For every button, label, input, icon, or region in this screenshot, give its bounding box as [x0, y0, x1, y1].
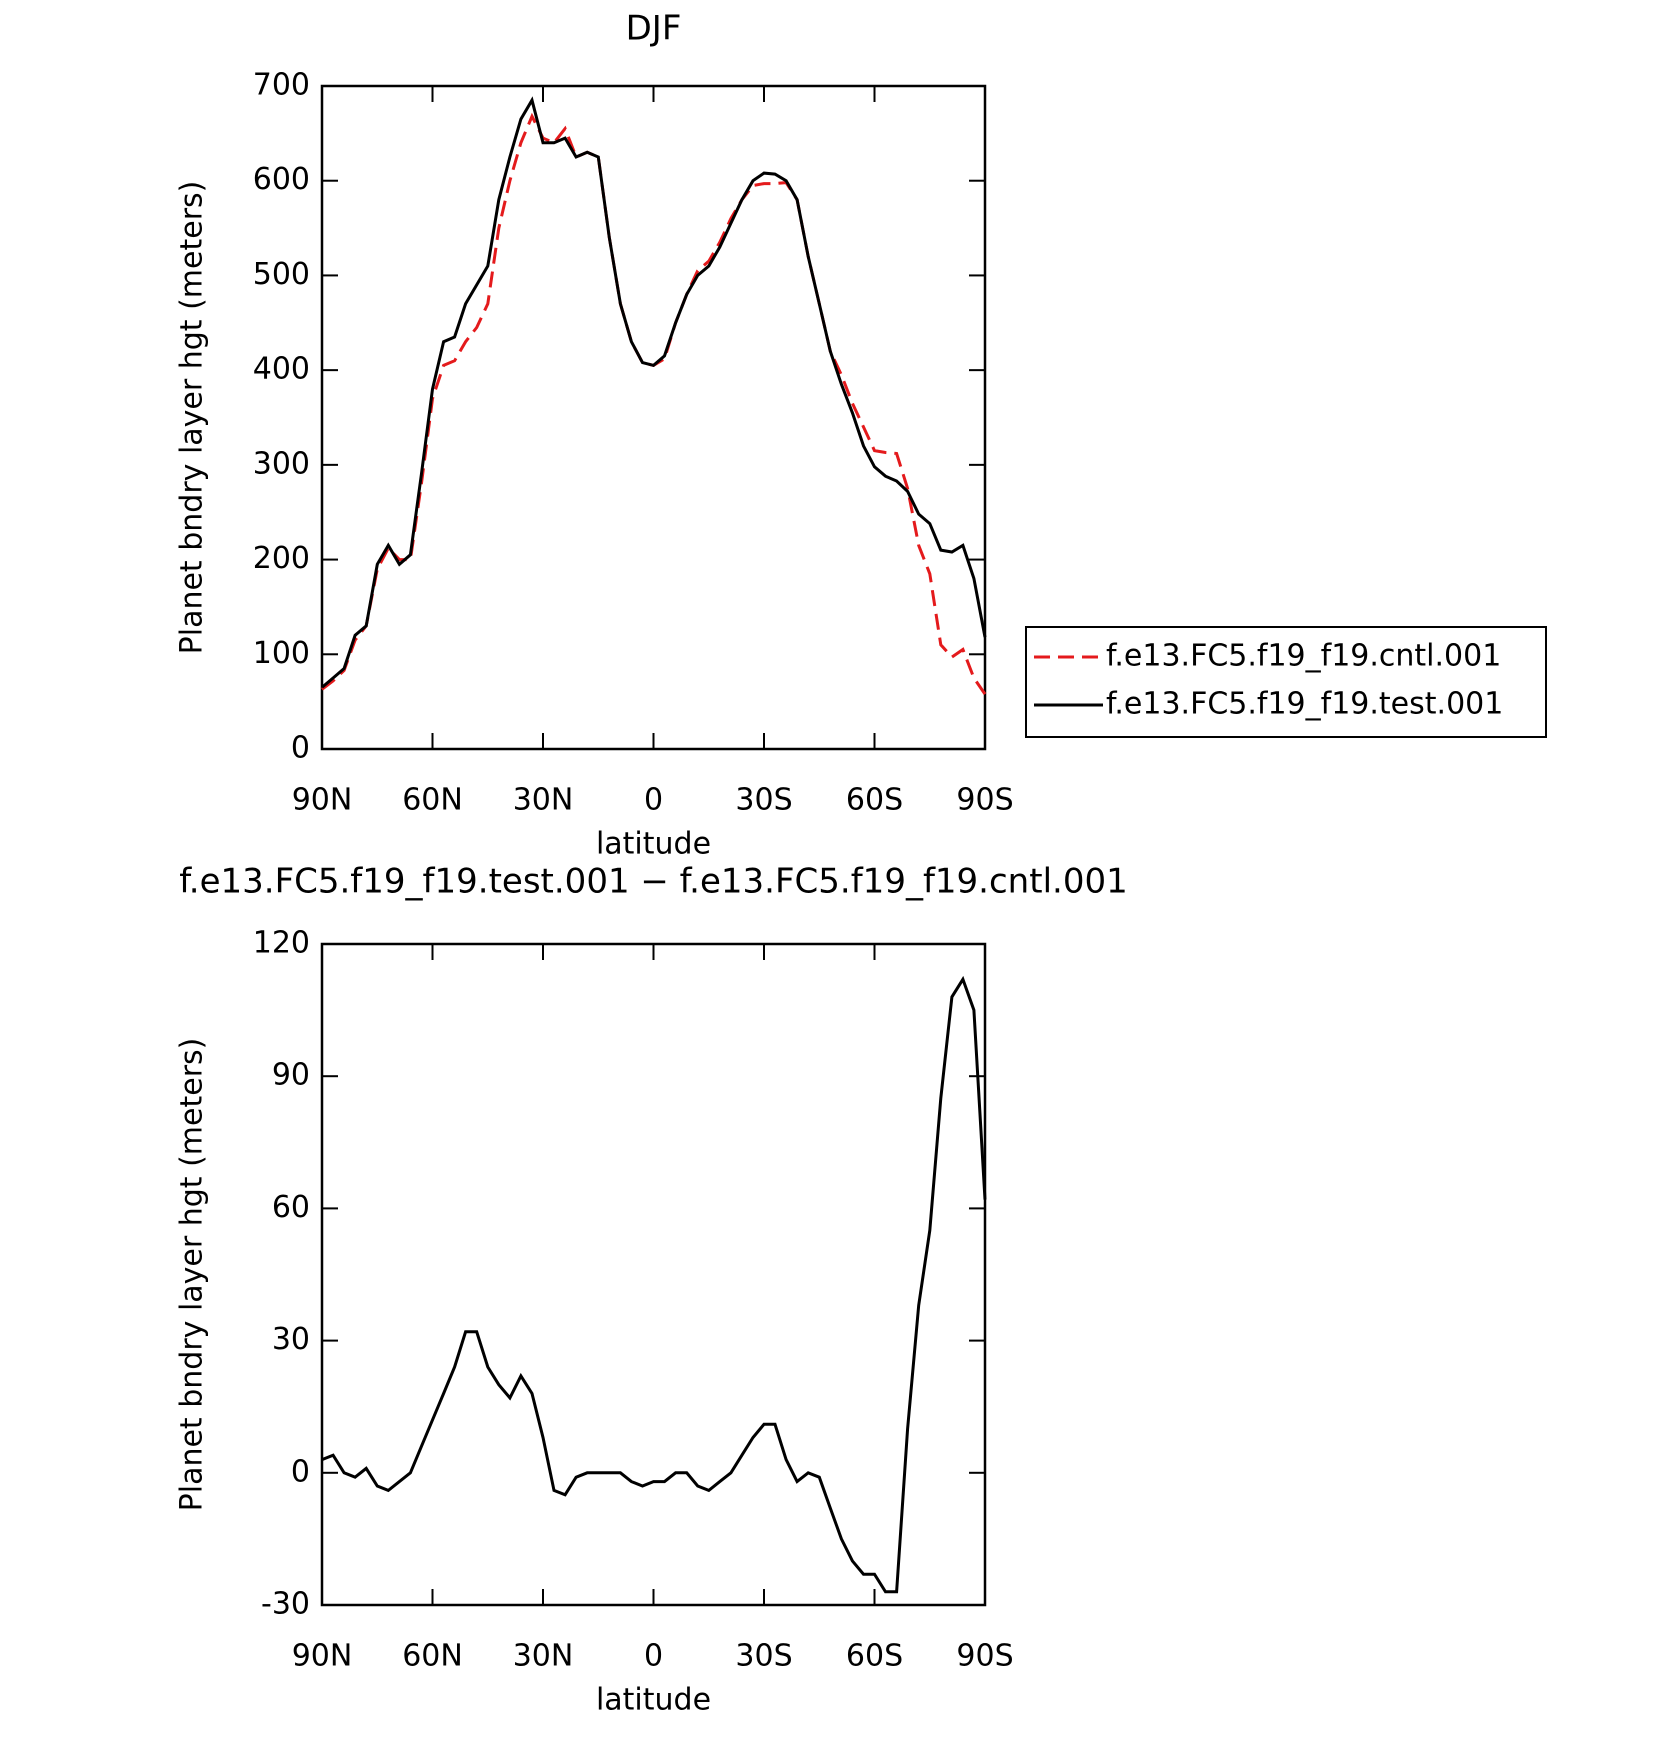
- x-tick-label: 30S: [735, 1639, 792, 1674]
- y-tick-label: 60: [272, 1190, 310, 1225]
- x-tick-label: 30N: [513, 1639, 574, 1674]
- y-tick-label: 600: [253, 162, 310, 197]
- x-tick-label: 0: [644, 1639, 663, 1674]
- plot-frame: [320, 942, 987, 1607]
- chart-title: DJF: [626, 9, 682, 49]
- y-axis-label: Planet bndry layer hgt (meters): [175, 181, 210, 655]
- x-axis-label: latitude: [596, 1683, 711, 1718]
- y-tick-label: 120: [253, 926, 310, 961]
- y-tick-label: -30: [261, 1587, 310, 1622]
- y-tick-label: 700: [253, 68, 310, 103]
- y-tick-label: 0: [291, 1454, 310, 1489]
- data-line: [321, 96, 987, 689]
- x-axis-label: latitude: [596, 827, 711, 862]
- x-tick-label: 60S: [846, 783, 903, 818]
- x-tick-label: 90S: [956, 1639, 1013, 1674]
- chart-title: f.e13.FC5.f19_f19.test.001 − f.e13.FC5.f…: [179, 862, 1127, 902]
- x-tick-label: 60S: [846, 1639, 903, 1674]
- data-line: [321, 112, 987, 695]
- y-tick-label: 300: [253, 446, 310, 481]
- y-tick-label: 0: [291, 731, 310, 766]
- legend-label: f.e13.FC5.f19_f19.cntl.001: [1106, 639, 1501, 674]
- y-tick-label: 500: [253, 257, 310, 292]
- legend-label: f.e13.FC5.f19_f19.test.001: [1106, 687, 1503, 722]
- y-tick-label: 30: [272, 1322, 310, 1357]
- y-tick-label: 100: [253, 636, 310, 671]
- x-tick-label: 90S: [956, 783, 1013, 818]
- x-tick-label: 30S: [735, 783, 792, 818]
- x-tick-label: 30N: [513, 783, 574, 818]
- x-tick-label: 60N: [402, 783, 463, 818]
- plot-frame: [320, 84, 987, 751]
- y-tick-label: 200: [253, 541, 310, 576]
- x-tick-label: 0: [644, 783, 663, 818]
- legend-box: [1025, 626, 1547, 738]
- x-tick-label: 90N: [292, 1639, 353, 1674]
- y-tick-label: 400: [253, 352, 310, 387]
- x-tick-label: 60N: [402, 1639, 463, 1674]
- data-line: [321, 975, 987, 1594]
- y-tick-label: 90: [272, 1058, 310, 1093]
- y-axis-label: Planet bndry layer hgt (meters): [175, 1038, 210, 1512]
- x-tick-label: 90N: [292, 783, 353, 818]
